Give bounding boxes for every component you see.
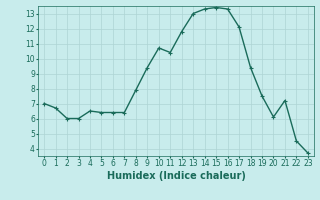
X-axis label: Humidex (Indice chaleur): Humidex (Indice chaleur) [107, 171, 245, 181]
